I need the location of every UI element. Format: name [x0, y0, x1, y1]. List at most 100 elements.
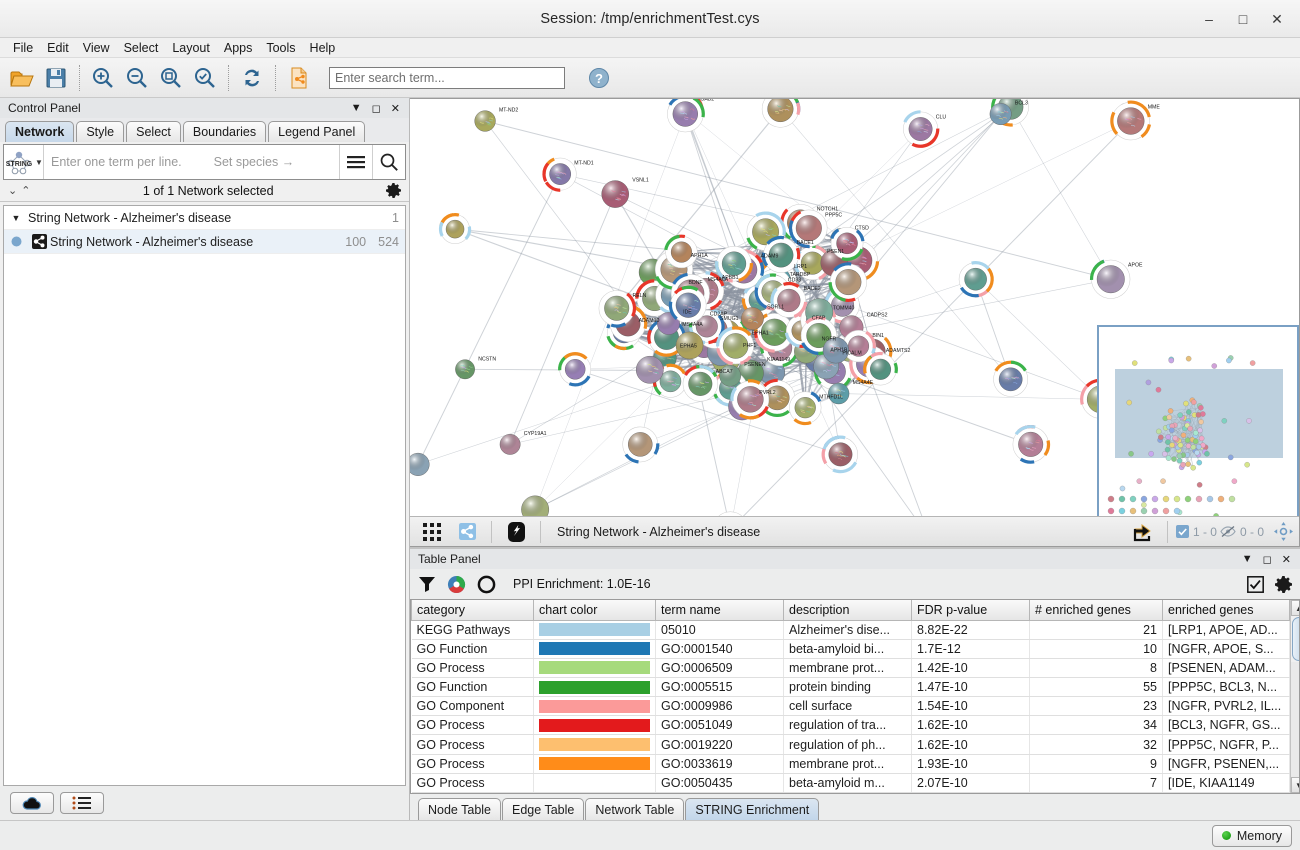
export-image-icon[interactable]	[1127, 516, 1159, 547]
chevron-down-icon[interactable]: ▼	[1241, 553, 1253, 565]
set-species-link[interactable]: Set species →	[213, 155, 295, 169]
tab-edge-table[interactable]: Edge Table	[502, 798, 585, 820]
tab-select[interactable]: Select	[126, 121, 181, 142]
checkbox-icon[interactable]	[1247, 575, 1264, 593]
selection-count-label: 1 of 1 Network selected	[142, 183, 274, 198]
memory-status-button[interactable]: Memory	[1211, 824, 1292, 847]
tab-boundaries[interactable]: Boundaries	[182, 121, 267, 142]
chevron-down-icon[interactable]: ▼	[11, 212, 21, 223]
tab-legend-panel[interactable]: Legend Panel	[268, 121, 366, 142]
network-icon	[28, 234, 50, 249]
column-header-description[interactable]: description	[783, 600, 912, 621]
chevron-down-icon[interactable]: ▼	[350, 102, 362, 114]
table-row[interactable]: KEGG Pathways 05010 Alzheimer's dise... 8.8…	[411, 620, 1290, 640]
maximize-button[interactable]: □	[1238, 11, 1248, 27]
menu-apps[interactable]: Apps	[223, 40, 253, 55]
menu-edit[interactable]: Edit	[47, 40, 69, 55]
close-icon[interactable]: ✕	[390, 102, 400, 115]
menu-select[interactable]: Select	[123, 40, 159, 55]
help-icon[interactable]: ?	[583, 62, 615, 94]
grid-layout-icon[interactable]	[416, 516, 448, 547]
tab-string-enrichment[interactable]: STRING Enrichment	[685, 798, 820, 820]
network-tree-child-row[interactable]: String Network - Alzheimer's disease 100…	[4, 230, 405, 254]
enrichment-table[interactable]: category chart color term name descripti…	[411, 600, 1290, 793]
menu-tools[interactable]: Tools	[266, 40, 296, 55]
tab-network-table[interactable]: Network Table	[585, 798, 685, 820]
tab-node-table[interactable]: Node Table	[418, 798, 502, 820]
selected-nodes-chip[interactable]: 1 - 0	[1175, 525, 1217, 539]
hidden-nodes-chip[interactable]: 0 - 0	[1220, 525, 1264, 539]
save-icon[interactable]	[40, 62, 72, 94]
menu-view[interactable]: View	[82, 40, 110, 55]
scroll-track[interactable]	[1291, 662, 1299, 777]
scroll-thumb[interactable]	[1292, 617, 1299, 661]
search-input[interactable]: Enter search term...	[329, 66, 565, 89]
scroll-down-arrow-icon[interactable]: ▼	[1291, 777, 1299, 793]
list-icon[interactable]	[60, 792, 104, 814]
table-row[interactable]: GO Process GO:0033619 membrane prot... 1.93…	[411, 754, 1290, 774]
scroll-up-arrow-icon[interactable]: ▲	[1291, 600, 1299, 616]
menu-file[interactable]: File	[13, 40, 34, 55]
column-header-chart-color[interactable]: chart color	[533, 600, 656, 621]
tab-network[interactable]: Network	[5, 121, 75, 142]
column-header-category[interactable]: category	[411, 600, 534, 621]
annotation-icon[interactable]	[500, 516, 532, 547]
column-header-enriched-gene-count[interactable]: # enriched genes	[1029, 600, 1163, 621]
hamburger-icon[interactable]	[339, 145, 372, 179]
refresh-icon[interactable]	[236, 62, 268, 94]
maximize-icon[interactable]: ◻	[1262, 553, 1272, 566]
maximize-icon[interactable]: ◻	[371, 102, 381, 115]
menu-layout[interactable]: Layout	[172, 40, 210, 55]
zoom-in-icon[interactable]	[87, 62, 119, 94]
column-header-fdr-pvalue[interactable]: FDR p-value	[911, 600, 1030, 621]
string-logo-icon[interactable]: STRING ▼	[4, 145, 44, 179]
chevron-down-icon[interactable]: ▼	[35, 157, 43, 167]
gear-icon[interactable]	[386, 183, 401, 198]
menu-help[interactable]: Help	[309, 40, 336, 55]
column-header-enriched-genes[interactable]: enriched genes	[1162, 600, 1290, 621]
filter-icon[interactable]	[418, 575, 436, 593]
table-row[interactable]: GO Process GO:0019220 regulation of ph... 1…	[411, 734, 1290, 755]
cell-enriched-gene-count: 23	[1029, 696, 1163, 717]
pie-chart-icon[interactable]	[447, 575, 466, 594]
minimize-button[interactable]: –	[1205, 11, 1213, 27]
cloud-icon[interactable]	[10, 792, 54, 814]
toolbar-separator	[79, 64, 80, 91]
chevron-double-up-icon[interactable]: ⌃	[21, 185, 31, 197]
svg-text:STRING: STRING	[6, 161, 33, 168]
open-folder-icon[interactable]	[6, 62, 38, 94]
cell-term-name: 05010	[655, 620, 784, 640]
tab-style[interactable]: Style	[76, 121, 125, 142]
share-network-icon[interactable]	[451, 516, 483, 547]
donut-chart-icon[interactable]	[477, 575, 496, 594]
table-panel-tabs: Node Table Edge Table Network Table STRI…	[410, 794, 1300, 820]
network-canvas[interactable]: MT-ND2MT-ND1VSNL1GAB2PSEN2IL1BCLUMMEBCL3…	[410, 99, 1299, 520]
fit-content-icon[interactable]	[1267, 516, 1299, 547]
zoom-fit-icon[interactable]	[155, 62, 187, 94]
close-icon[interactable]: ✕	[1281, 553, 1291, 566]
network-overview-panel[interactable]	[1097, 325, 1299, 521]
network-view[interactable]: MT-ND2MT-ND1VSNL1GAB2PSEN2IL1BCLUMMEBCL3…	[410, 98, 1300, 547]
table-vertical-scrollbar[interactable]: ▲ ▼	[1290, 600, 1299, 793]
svg-text:TARDBP: TARDBP	[790, 272, 811, 278]
table-row[interactable]: GO Function GO:0005515 protein binding 1.47…	[411, 677, 1290, 698]
table-panel-title: Table Panel	[418, 552, 481, 566]
control-panel-header: Control Panel ▼ ◻ ✕	[0, 98, 409, 118]
gear-icon[interactable]	[1275, 575, 1292, 593]
tree-collapse-controls[interactable]: ⌄ ⌃	[8, 184, 30, 197]
magnifier-icon[interactable]	[372, 145, 405, 179]
network-tree-group-row[interactable]: ▼ String Network - Alzheimer's disease 1	[4, 206, 405, 230]
zoom-selected-icon[interactable]	[189, 62, 221, 94]
close-button[interactable]: ✕	[1271, 10, 1283, 27]
table-row[interactable]: GO Component GO:0009986 cell surface 1.54E-…	[411, 696, 1290, 717]
chevron-double-down-icon[interactable]: ⌄	[8, 185, 18, 197]
zoom-out-icon[interactable]	[121, 62, 153, 94]
enrichment-table-wrapper[interactable]: category chart color term name descripti…	[410, 599, 1300, 794]
string-term-input[interactable]: Enter one term per line. Set species →	[44, 145, 339, 179]
column-header-term-name[interactable]: term name	[655, 600, 784, 621]
table-row[interactable]: GO Process GO:0006509 membrane prot... 1.42…	[411, 658, 1290, 678]
table-row[interactable]: GO Process GO:0051049 regulation of tra...…	[411, 715, 1290, 736]
table-row[interactable]: GO Process GO:0050435 beta-amyloid m... 2.0…	[411, 773, 1290, 793]
export-network-icon[interactable]	[283, 62, 315, 94]
table-row[interactable]: GO Function GO:0001540 beta-amyloid bi... 1…	[411, 639, 1290, 659]
